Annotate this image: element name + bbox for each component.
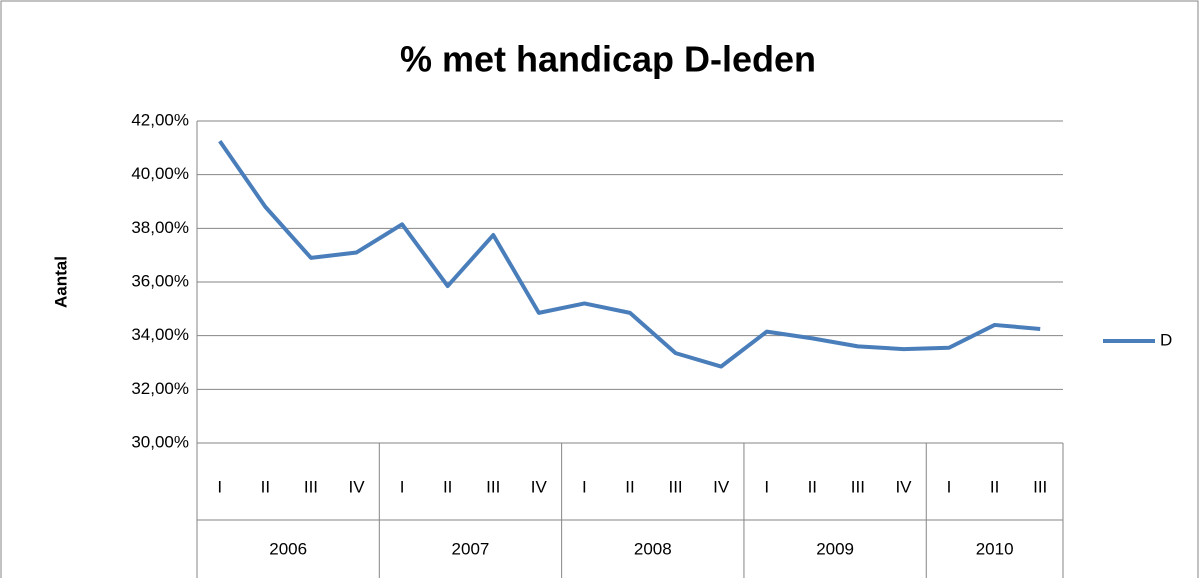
x-tick-label: III xyxy=(668,477,682,496)
x-group-label: 2007 xyxy=(452,539,490,558)
x-group-label: 2010 xyxy=(976,539,1014,558)
x-tick-label: I xyxy=(400,477,405,496)
x-tick-label: III xyxy=(1033,477,1047,496)
x-tick-label: I xyxy=(947,477,952,496)
x-tick-label: I xyxy=(582,477,587,496)
legend-label: D xyxy=(1160,330,1172,349)
x-tick-label: II xyxy=(443,477,452,496)
x-tick-label: II xyxy=(625,477,634,496)
x-tick-label: IV xyxy=(713,477,730,496)
x-tick-label: III xyxy=(304,477,318,496)
chart-title: % met handicap D-leden xyxy=(400,39,816,80)
x-tick-label: II xyxy=(808,477,817,496)
data-line xyxy=(218,139,1041,369)
y-tick-label: 30,00% xyxy=(131,432,189,451)
x-tick-label: I xyxy=(217,477,222,496)
x-group-label: 2009 xyxy=(816,539,854,558)
x-group-label: 2008 xyxy=(634,539,672,558)
x-tick-label: II xyxy=(990,477,999,496)
y-tick-label: 38,00% xyxy=(131,218,189,237)
y-tick-label: 34,00% xyxy=(131,325,189,344)
x-tick-label: IV xyxy=(531,477,548,496)
y-tick-label: 32,00% xyxy=(131,379,189,398)
x-tick-label: III xyxy=(851,477,865,496)
x-tick-label: I xyxy=(764,477,769,496)
x-tick-label: IV xyxy=(348,477,365,496)
x-tick-label: II xyxy=(261,477,270,496)
y-axis-label: Aantal xyxy=(51,256,70,308)
y-tick-label: 42,00% xyxy=(131,110,189,129)
y-tick-label: 36,00% xyxy=(131,271,189,290)
x-tick-label: III xyxy=(486,477,500,496)
x-group-label: 2006 xyxy=(269,539,307,558)
y-tick-label: 40,00% xyxy=(131,164,189,183)
x-tick-label: IV xyxy=(895,477,912,496)
